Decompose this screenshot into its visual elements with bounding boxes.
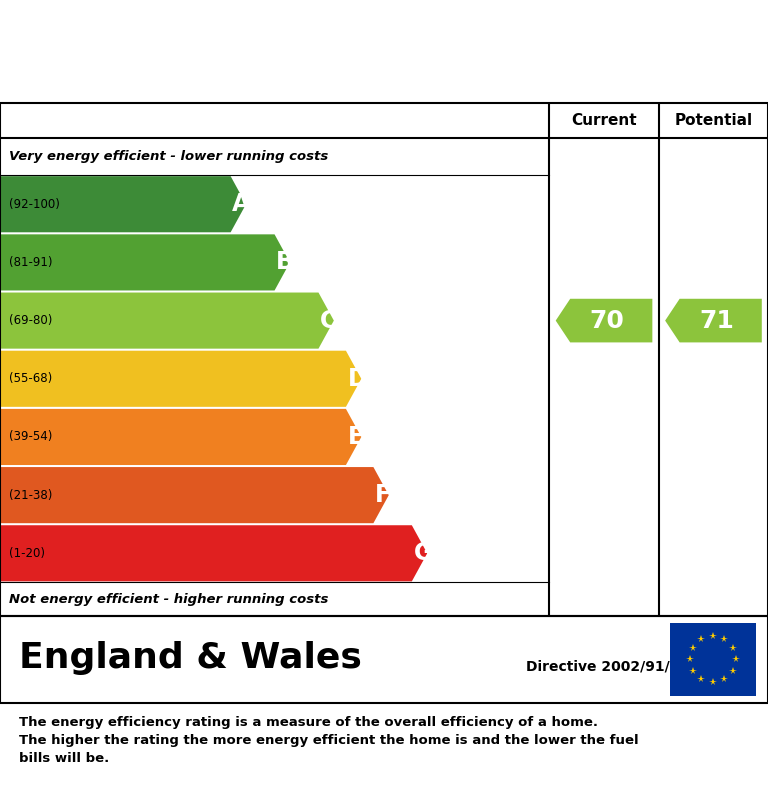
Text: Directive 2002/91/EC: Directive 2002/91/EC xyxy=(526,659,690,673)
Text: (69-80): (69-80) xyxy=(9,314,52,327)
Text: The energy efficiency rating is a measure of the overall efficiency of a home.
T: The energy efficiency rating is a measur… xyxy=(19,716,639,764)
Text: 71: 71 xyxy=(699,309,733,333)
Text: D: D xyxy=(347,367,367,391)
Polygon shape xyxy=(0,292,334,349)
Text: (1-20): (1-20) xyxy=(9,547,45,560)
Text: Not energy efficient - higher running costs: Not energy efficient - higher running co… xyxy=(9,592,329,605)
Text: (81-91): (81-91) xyxy=(9,256,53,269)
Text: C: C xyxy=(320,309,337,333)
Polygon shape xyxy=(0,234,290,291)
Polygon shape xyxy=(0,409,361,465)
Polygon shape xyxy=(0,176,246,232)
Text: G: G xyxy=(413,541,432,566)
Text: Current: Current xyxy=(571,113,637,128)
Polygon shape xyxy=(556,299,652,343)
Text: (21-38): (21-38) xyxy=(9,489,52,502)
Text: 70: 70 xyxy=(590,309,624,333)
Text: Potential: Potential xyxy=(674,113,753,128)
Polygon shape xyxy=(0,467,389,524)
Text: Energy Efficiency Rating: Energy Efficiency Rating xyxy=(19,36,479,68)
Text: (55-68): (55-68) xyxy=(9,372,52,385)
Polygon shape xyxy=(0,351,361,407)
Polygon shape xyxy=(0,525,427,582)
Text: England & Wales: England & Wales xyxy=(19,641,362,675)
Polygon shape xyxy=(665,299,762,343)
Text: B: B xyxy=(276,250,294,275)
Bar xyxy=(670,623,756,696)
Text: F: F xyxy=(375,483,391,507)
Text: (92-100): (92-100) xyxy=(9,198,60,211)
Text: Very energy efficient - lower running costs: Very energy efficient - lower running co… xyxy=(9,150,329,163)
Text: (39-54): (39-54) xyxy=(9,431,52,444)
Text: A: A xyxy=(232,192,250,217)
Text: E: E xyxy=(347,425,363,449)
